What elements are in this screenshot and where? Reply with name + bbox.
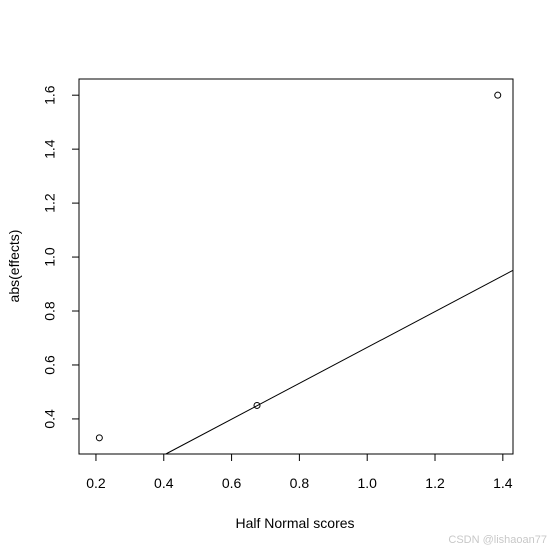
x-axis-title: Half Normal scores bbox=[235, 515, 354, 531]
x-tick-label: 0.4 bbox=[154, 475, 174, 491]
y-tick-label: 1.2 bbox=[42, 193, 58, 213]
x-tick-label: 0.8 bbox=[290, 475, 310, 491]
watermark: CSDN @lishaoan77 bbox=[448, 534, 547, 546]
y-tick-label: 1.4 bbox=[42, 139, 58, 159]
data-point bbox=[494, 91, 502, 99]
y-tick-label: 0.4 bbox=[42, 409, 58, 429]
y-tick-label: 0.6 bbox=[42, 355, 58, 375]
x-tick-label: 1.2 bbox=[425, 475, 445, 491]
reference-line-group bbox=[165, 269, 514, 455]
reference-line bbox=[165, 269, 514, 455]
y-tick-label: 0.8 bbox=[42, 301, 58, 321]
x-tick-label: 1.0 bbox=[357, 475, 377, 491]
plot-frame bbox=[78, 78, 514, 455]
x-tick-label: 1.4 bbox=[493, 475, 513, 491]
x-tick-label: 0.6 bbox=[222, 475, 242, 491]
x-tick-label: 0.2 bbox=[86, 475, 106, 491]
y-axis: 0.4 0.6 0.8 1.0 1.2 1.4 1.6 bbox=[42, 85, 80, 429]
data-point bbox=[253, 401, 261, 409]
y-tick-label: 1.6 bbox=[42, 85, 58, 105]
y-tick-label: 1.0 bbox=[42, 247, 58, 267]
points-group bbox=[95, 91, 502, 442]
y-axis-title: abs(effects) bbox=[6, 230, 22, 303]
data-point bbox=[95, 434, 103, 442]
x-axis: 0.2 0.4 0.6 0.8 1.0 1.2 1.4 bbox=[86, 453, 513, 491]
